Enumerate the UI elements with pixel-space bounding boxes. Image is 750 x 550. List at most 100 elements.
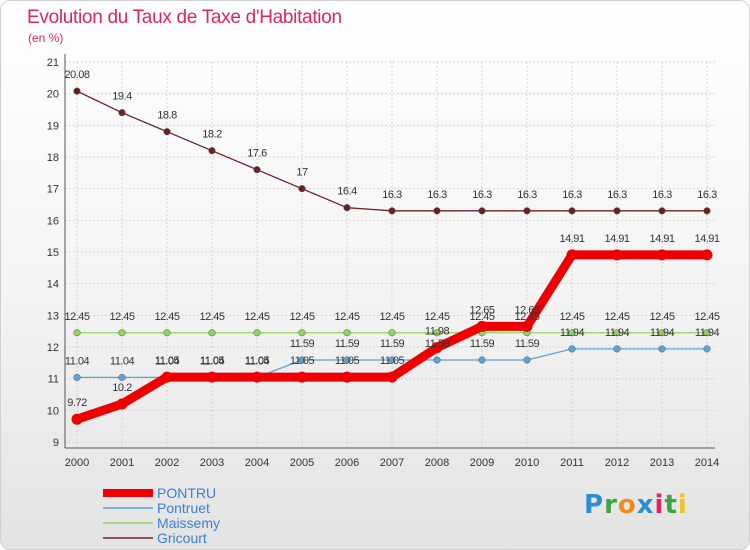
data-point-maissemy bbox=[298, 329, 306, 337]
data-label-gricourt: 18.2 bbox=[202, 129, 222, 141]
data-label-pontruet: 11.04 bbox=[200, 355, 225, 367]
data-label-maissemy: 12.45 bbox=[154, 311, 179, 323]
data-point-pontru bbox=[116, 398, 128, 410]
data-label-maissemy: 12.45 bbox=[604, 311, 629, 323]
data-label-pontru: 11.05 bbox=[290, 355, 315, 367]
data-point-pontruet bbox=[73, 373, 81, 381]
y-tick-label: 15 bbox=[47, 247, 59, 259]
x-tick-label: 2005 bbox=[290, 457, 314, 469]
data-label-gricourt: 16.3 bbox=[472, 189, 492, 201]
data-point-pontru bbox=[251, 371, 263, 383]
data-label-pontruet: 11.94 bbox=[695, 327, 720, 339]
x-tick-label: 2008 bbox=[425, 457, 449, 469]
data-label-gricourt: 16.4 bbox=[337, 186, 357, 198]
data-label-gricourt: 19.4 bbox=[112, 91, 132, 103]
x-tick-label: 2000 bbox=[65, 457, 89, 469]
chart-title: Evolution du Taux de Taxe d'Habitation bbox=[27, 7, 342, 28]
logo-letter: o bbox=[617, 490, 637, 520]
x-tick-label: 2002 bbox=[155, 457, 179, 469]
data-label-pontru: 11.05 bbox=[380, 355, 405, 367]
data-point-pontru bbox=[656, 249, 668, 261]
data-label-pontruet: 11.59 bbox=[335, 338, 360, 350]
chart-subtitle: (en %) bbox=[28, 31, 64, 45]
data-point-pontruet bbox=[658, 345, 666, 353]
data-label-pontruet: 11.04 bbox=[65, 355, 90, 367]
data-point-maissemy bbox=[568, 329, 576, 337]
data-label-gricourt: 20.08 bbox=[64, 69, 89, 81]
x-tick-label: 2011 bbox=[560, 457, 584, 469]
data-point-pontru bbox=[476, 320, 488, 332]
data-label-maissemy: 12.45 bbox=[244, 311, 269, 323]
legend-label-gricourt: Gricourt bbox=[157, 530, 207, 546]
data-point-pontru bbox=[296, 371, 308, 383]
logo-letter: i bbox=[677, 490, 688, 520]
data-label-gricourt: 16.3 bbox=[607, 189, 627, 201]
data-label-pontruet: 11.59 bbox=[290, 338, 315, 350]
data-point-pontruet bbox=[568, 345, 576, 353]
y-tick-label: 14 bbox=[47, 279, 59, 291]
data-point-pontruet bbox=[613, 345, 621, 353]
data-label-maissemy: 12.45 bbox=[289, 311, 314, 323]
data-label-pontru: 11.98 bbox=[425, 326, 450, 338]
data-label-gricourt: 16.3 bbox=[382, 189, 402, 201]
legend-label-pontru: PONTRU bbox=[157, 485, 216, 501]
data-point-maissemy bbox=[703, 329, 711, 337]
y-tick-label: 10 bbox=[47, 405, 59, 417]
data-point-gricourt bbox=[433, 207, 441, 215]
data-label-pontru: 12.65 bbox=[469, 304, 494, 316]
logo-letter: t bbox=[664, 490, 678, 520]
y-tick-label: 18 bbox=[47, 152, 59, 164]
data-label-maissemy: 12.45 bbox=[694, 311, 719, 323]
data-label-maissemy: 12.45 bbox=[424, 311, 449, 323]
data-label-pontruet: 11.94 bbox=[605, 327, 630, 339]
data-label-maissemy: 12.45 bbox=[334, 311, 359, 323]
data-label-gricourt: 16.3 bbox=[427, 189, 447, 201]
data-label-pontru: 14.91 bbox=[649, 233, 674, 245]
data-label-pontru: 9.72 bbox=[67, 397, 87, 409]
data-label-pontru: 10.2 bbox=[112, 382, 132, 394]
data-point-gricourt bbox=[568, 207, 576, 215]
data-label-layer: 20.08 19.4 18.8 18.2 17.6 17 16.4 16.3 16.3 16.3 1… bbox=[64, 69, 720, 409]
data-point-pontru bbox=[431, 342, 443, 354]
data-point-maissemy bbox=[208, 329, 216, 337]
y-tick-label: 17 bbox=[47, 184, 59, 196]
data-point-gricourt bbox=[658, 207, 666, 215]
data-label-maissemy: 12.45 bbox=[514, 311, 539, 323]
y-tick-label: 19 bbox=[47, 120, 59, 132]
x-tick-label: 2007 bbox=[380, 457, 404, 469]
data-label-gricourt: 16.3 bbox=[697, 189, 717, 201]
data-point-pontruet bbox=[478, 356, 486, 364]
data-point-maissemy bbox=[163, 329, 171, 337]
data-label-maissemy: 12.45 bbox=[64, 311, 89, 323]
data-label-pontruet: 11.04 bbox=[155, 355, 180, 367]
data-label-pontru: 14.91 bbox=[604, 233, 629, 245]
data-label-pontru: 12.65 bbox=[514, 304, 539, 316]
y-tick-label: 12 bbox=[47, 342, 59, 354]
data-label-gricourt: 18.8 bbox=[157, 110, 177, 122]
data-label-maissemy: 12.45 bbox=[649, 311, 674, 323]
data-point-pontru bbox=[341, 371, 353, 383]
data-label-pontruet: 11.59 bbox=[425, 338, 450, 350]
data-label-gricourt: 16.3 bbox=[562, 189, 582, 201]
data-label-gricourt: 17.6 bbox=[247, 148, 267, 160]
data-label-gricourt: 17 bbox=[296, 167, 308, 179]
data-point-pontruet bbox=[343, 356, 351, 364]
data-point-gricourt bbox=[208, 147, 216, 155]
logo-letter: x bbox=[636, 490, 655, 520]
data-label-pontruet: 11.04 bbox=[245, 355, 270, 367]
data-point-pontru bbox=[71, 413, 83, 425]
data-point-gricourt bbox=[73, 87, 81, 95]
data-point-pontru bbox=[701, 249, 713, 261]
data-point-pontru bbox=[206, 371, 218, 383]
data-label-pontruet: 11.59 bbox=[380, 338, 405, 350]
data-point-gricourt bbox=[388, 207, 396, 215]
data-label-maissemy: 12.45 bbox=[559, 311, 584, 323]
data-point-pontruet bbox=[703, 345, 711, 353]
data-label-pontruet: 11.94 bbox=[650, 327, 675, 339]
data-point-gricourt bbox=[343, 204, 351, 212]
x-tick-label: 2006 bbox=[335, 457, 359, 469]
series-layer bbox=[71, 87, 713, 425]
data-point-maissemy bbox=[253, 329, 261, 337]
